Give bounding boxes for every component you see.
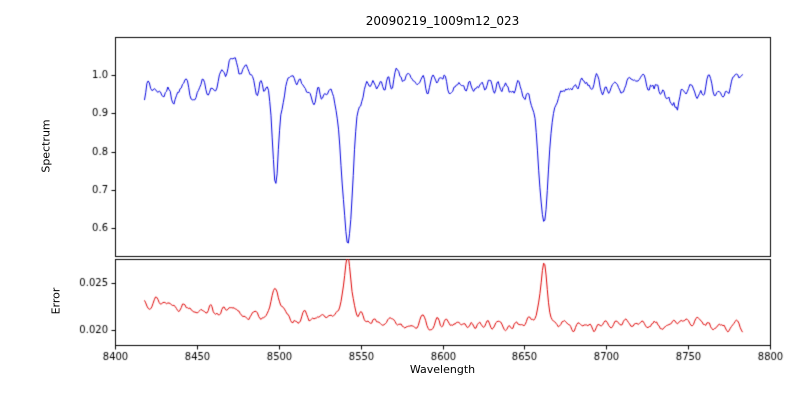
y-axis-label-spectrum: Spectrum bbox=[39, 119, 53, 173]
figure-title: 20090219_1009m12_023 bbox=[365, 14, 520, 28]
x-axis-label: Wavelength bbox=[409, 363, 476, 376]
y-axis-label-error: Error bbox=[49, 287, 63, 315]
